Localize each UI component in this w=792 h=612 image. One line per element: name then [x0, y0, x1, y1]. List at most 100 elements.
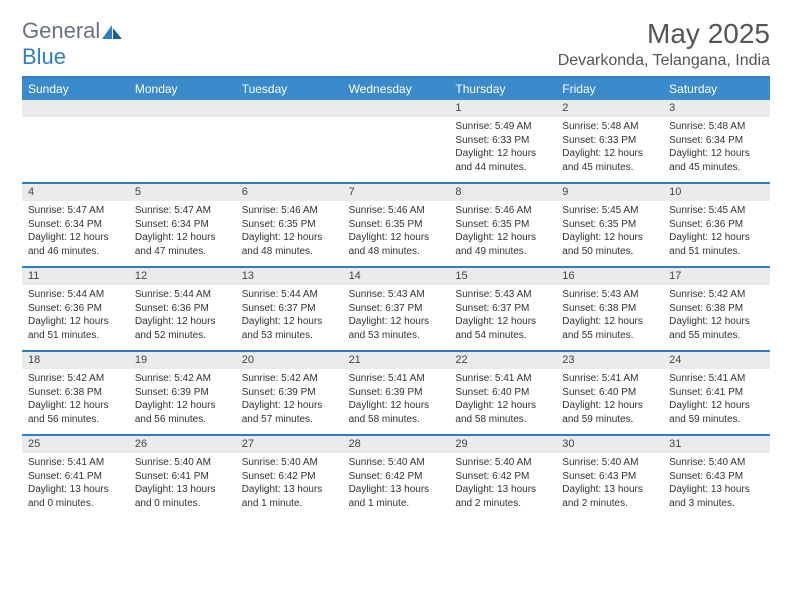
day-cell: Sunrise: 5:42 AMSunset: 6:38 PMDaylight:… — [22, 369, 129, 434]
day-data-row: Sunrise: 5:41 AMSunset: 6:41 PMDaylight:… — [22, 453, 770, 518]
day-number-cell: 12 — [129, 268, 236, 285]
sunset-text: Sunset: 6:41 PM — [135, 470, 230, 484]
day-number-cell — [22, 100, 129, 117]
location-label: Devarkonda, Telangana, India — [558, 52, 770, 70]
sunset-text: Sunset: 6:37 PM — [455, 302, 550, 316]
daylight-text: Daylight: 12 hours and 56 minutes. — [135, 399, 230, 426]
day-cell: Sunrise: 5:40 AMSunset: 6:42 PMDaylight:… — [236, 453, 343, 518]
daynum-row: 123 — [22, 100, 770, 117]
weekday-header: Thursday — [449, 78, 556, 100]
day-cell — [236, 117, 343, 182]
day-cell — [129, 117, 236, 182]
daylight-text: Daylight: 12 hours and 45 minutes. — [669, 147, 764, 174]
day-cell: Sunrise: 5:48 AMSunset: 6:33 PMDaylight:… — [556, 117, 663, 182]
day-number-cell: 26 — [129, 436, 236, 453]
day-number-cell: 8 — [449, 184, 556, 201]
daynum-row: 25262728293031 — [22, 436, 770, 453]
day-number-cell: 25 — [22, 436, 129, 453]
weekday-header: Tuesday — [236, 78, 343, 100]
sunset-text: Sunset: 6:42 PM — [455, 470, 550, 484]
daylight-text: Daylight: 12 hours and 50 minutes. — [562, 231, 657, 258]
sunrise-text: Sunrise: 5:40 AM — [349, 456, 444, 470]
day-number-cell: 2 — [556, 100, 663, 117]
day-data-row: Sunrise: 5:47 AM Sunset: 6:34 PM Daylight:… — [22, 201, 770, 266]
sunset-text: Sunset: 6:38 PM — [28, 386, 123, 400]
sunset-text: Sunset: 6:37 PM — [349, 302, 444, 316]
logo-word-1: General — [22, 18, 100, 43]
sunrise-text: Sunrise: 5:49 AM — [455, 120, 550, 134]
daynum-row: 18192021222324 — [22, 352, 770, 369]
day-data-row: Sunrise: 5:49 AMSunset: 6:33 PM Daylight:… — [22, 117, 770, 182]
day-cell: Sunrise: 5:45 AMSunset: 6:35 PMDaylight:… — [556, 201, 663, 266]
header: GeneralBlue May 2025 Devarkonda, Telanga… — [22, 18, 770, 70]
day-cell: Sunrise: 5:44 AMSunset: 6:36 PMDaylight:… — [129, 285, 236, 350]
day-number-cell: 22 — [449, 352, 556, 369]
sunrise-text: Sunrise: 5:40 AM — [242, 456, 337, 470]
daylight-text: Daylight: 12 hours and 57 minutes. — [242, 399, 337, 426]
sunset-text: Sunset: 6:34 PM — [135, 218, 230, 232]
sunrise-text: Sunrise: 5:46 AM — [455, 204, 550, 218]
day-cell: Sunrise: 5:40 AMSunset: 6:42 PMDaylight:… — [343, 453, 450, 518]
daylight-text: Daylight: 12 hours and 48 minutes. — [242, 231, 337, 258]
daylight-text: Daylight: 12 hours and 59 minutes. — [562, 399, 657, 426]
sunrise-text: Sunrise: 5:45 AM — [669, 204, 764, 218]
logo: GeneralBlue — [22, 18, 124, 70]
day-number-cell: 21 — [343, 352, 450, 369]
sunrise-text: Sunrise: 5:42 AM — [28, 372, 123, 386]
day-data-row: Sunrise: 5:44 AMSunset: 6:36 PMDaylight:… — [22, 285, 770, 350]
daylight-text: Daylight: 13 hours and 2 minutes. — [455, 483, 550, 510]
day-number-cell: 17 — [663, 268, 770, 285]
daylight-text: Daylight: 13 hours and 2 minutes. — [562, 483, 657, 510]
sunrise-text: Sunrise: 5:40 AM — [669, 456, 764, 470]
sunset-text: Sunset: 6:38 PM — [562, 302, 657, 316]
sunset-text: Sunset: 6:35 PM — [455, 218, 550, 232]
day-cell: Sunrise: 5:40 AMSunset: 6:41 PMDaylight:… — [129, 453, 236, 518]
sunrise-text: Sunrise: 5:48 AM — [562, 120, 657, 134]
day-number-cell: 24 — [663, 352, 770, 369]
day-cell: Sunrise: 5:43 AMSunset: 6:37 PMDaylight:… — [449, 285, 556, 350]
day-number-cell: 3 — [663, 100, 770, 117]
sunset-text: Sunset: 6:36 PM — [669, 218, 764, 232]
logo-sail-icon — [102, 25, 124, 39]
day-number-cell: 19 — [129, 352, 236, 369]
sunrise-text: Sunrise: 5:45 AM — [562, 204, 657, 218]
sunset-text: Sunset: 6:41 PM — [669, 386, 764, 400]
sunrise-text: Sunrise: 5:47 AM — [28, 204, 123, 218]
day-number-cell: 27 — [236, 436, 343, 453]
daylight-text: Daylight: 13 hours and 0 minutes. — [135, 483, 230, 510]
day-number-cell: 4 — [22, 184, 129, 201]
sunrise-text: Sunrise: 5:48 AM — [669, 120, 764, 134]
daylight-text: Daylight: 12 hours and 45 minutes. — [562, 147, 657, 174]
sunrise-text: Sunrise: 5:42 AM — [669, 288, 764, 302]
daylight-text: Daylight: 12 hours and 51 minutes. — [28, 315, 123, 342]
daylight-text: Daylight: 12 hours and 58 minutes. — [349, 399, 444, 426]
daylight-text: Daylight: 12 hours and 53 minutes. — [349, 315, 444, 342]
sunset-text: Sunset: 6:42 PM — [242, 470, 337, 484]
day-cell: Sunrise: 5:47 AMSunset: 6:34 PMDaylight:… — [22, 201, 129, 266]
sunset-text: Sunset: 6:37 PM — [242, 302, 337, 316]
sunset-text: Sunset: 6:36 PM — [135, 302, 230, 316]
weekday-header: Friday — [556, 78, 663, 100]
weekday-header: Wednesday — [343, 78, 450, 100]
sunset-text: Sunset: 6:33 PM — [455, 134, 550, 148]
daylight-text: Daylight: 12 hours and 58 minutes. — [455, 399, 550, 426]
sunset-text: Sunset: 6:36 PM — [28, 302, 123, 316]
sunset-text: Sunset: 6:42 PM — [349, 470, 444, 484]
calendar: SundayMondayTuesdayWednesdayThursdayFrid… — [22, 76, 770, 518]
daylight-text: Daylight: 12 hours and 49 minutes. — [455, 231, 550, 258]
sunrise-text: Sunrise: 5:46 AM — [349, 204, 444, 218]
sunset-text: Sunset: 6:41 PM — [28, 470, 123, 484]
day-cell: Sunrise: 5:40 AMSunset: 6:43 PMDaylight:… — [663, 453, 770, 518]
day-cell: Sunrise: 5:46 AMSunset: 6:35 PMDaylight:… — [449, 201, 556, 266]
day-number-cell — [236, 100, 343, 117]
logo-word-2: Blue — [22, 44, 66, 69]
day-number-cell: 14 — [343, 268, 450, 285]
day-number-cell: 30 — [556, 436, 663, 453]
day-cell: Sunrise: 5:41 AMSunset: 6:41 PMDaylight:… — [22, 453, 129, 518]
daylight-text: Daylight: 13 hours and 0 minutes. — [28, 483, 123, 510]
day-number-cell: 20 — [236, 352, 343, 369]
sunset-text: Sunset: 6:38 PM — [669, 302, 764, 316]
daylight-text: Daylight: 12 hours and 52 minutes. — [135, 315, 230, 342]
day-cell: Sunrise: 5:40 AMSunset: 6:43 PMDaylight:… — [556, 453, 663, 518]
day-cell: Sunrise: 5:49 AMSunset: 6:33 PMDaylight:… — [449, 117, 556, 182]
